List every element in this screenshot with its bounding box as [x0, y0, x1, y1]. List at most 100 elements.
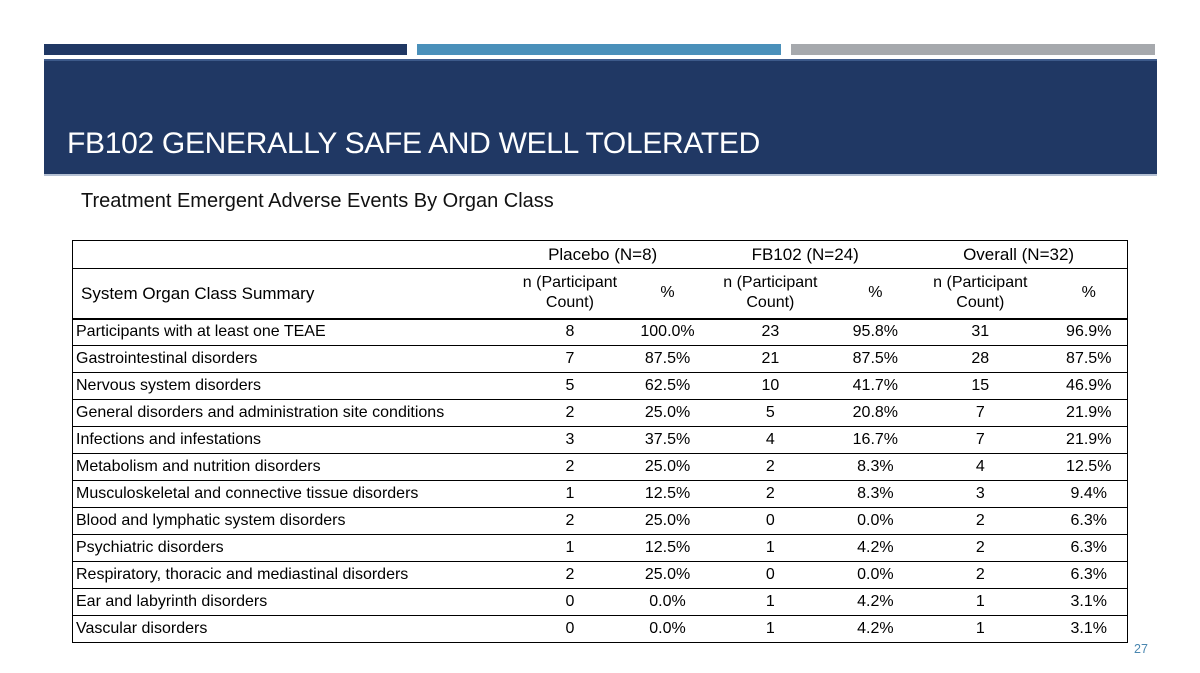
sub-header-overall-pct: %: [1050, 268, 1128, 320]
row-label: Psychiatric disorders: [72, 534, 506, 562]
table-cell: 5: [505, 372, 635, 400]
table-cell: 7: [910, 399, 1051, 427]
table-row: Ear and labyrinth disorders 0 0.0% 1 4.2% 1 3.…: [72, 588, 1128, 616]
table-cell: 25.0%: [634, 507, 701, 535]
table-cell: 25.0%: [634, 399, 701, 427]
table-row: Vascular disorders 0 0.0% 1 4.2% 1 3.1%: [72, 615, 1128, 643]
group-header-row: Placebo (N=8) FB102 (N=24) Overall (N=32…: [72, 240, 1128, 269]
table-cell: 28: [910, 345, 1051, 373]
table-cell: 10: [700, 372, 841, 400]
table-cell: 21.9%: [1050, 426, 1128, 454]
row-label: General disorders and administration sit…: [72, 399, 506, 427]
accent-bar-blue: [417, 44, 781, 55]
table-row: Gastrointestinal disorders 7 87.5% 21 87.5% 2…: [72, 345, 1128, 373]
table-cell: 2: [700, 453, 841, 481]
table-cell: 0: [505, 615, 635, 643]
table-cell: 31: [910, 318, 1051, 346]
page-number: 27: [1134, 642, 1148, 656]
group-header-placebo: Placebo (N=8): [505, 240, 701, 269]
table-cell: 1: [910, 615, 1051, 643]
table-cell: 20.8%: [840, 399, 911, 427]
sub-header-placebo-pct: %: [634, 268, 701, 320]
table-cell: 6.3%: [1050, 561, 1128, 589]
row-label: Respiratory, thoracic and mediastinal di…: [72, 561, 506, 589]
table-cell: 41.7%: [840, 372, 911, 400]
row-label: Musculoskeletal and connective tissue di…: [72, 480, 506, 508]
table-cell: 3: [505, 426, 635, 454]
sub-header-fb102-pct: %: [840, 268, 911, 320]
table-row: Psychiatric disorders 1 12.5% 1 4.2% 2 6.3%: [72, 534, 1128, 562]
row-label: Nervous system disorders: [72, 372, 506, 400]
table-cell: 3.1%: [1050, 588, 1128, 616]
table-row: Nervous system disorders 5 62.5% 10 41.7% 15 4…: [72, 372, 1128, 400]
table-cell: 1: [700, 588, 841, 616]
table-cell: 3: [910, 480, 1051, 508]
table-cell: 0.0%: [840, 507, 911, 535]
table-cell: 87.5%: [840, 345, 911, 373]
row-header-label: System Organ Class Summary: [72, 268, 506, 320]
table-cell: 46.9%: [1050, 372, 1128, 400]
teae-table: Placebo (N=8) FB102 (N=24) Overall (N=32…: [72, 240, 1128, 643]
table-cell: 96.9%: [1050, 318, 1128, 346]
table-cell: 2: [910, 561, 1051, 589]
table-cell: 4.2%: [840, 588, 911, 616]
row-label: Metabolism and nutrition disorders: [72, 453, 506, 481]
table-cell: 25.0%: [634, 561, 701, 589]
table-cell: 15: [910, 372, 1051, 400]
table-cell: 16.7%: [840, 426, 911, 454]
table-cell: 6.3%: [1050, 534, 1128, 562]
table-cell: 2: [910, 507, 1051, 535]
table-cell: 1: [700, 534, 841, 562]
accent-bar-navy: [44, 44, 407, 55]
table-cell: 100.0%: [634, 318, 701, 346]
table-cell: 25.0%: [634, 453, 701, 481]
accent-bars: [44, 44, 1155, 55]
table-cell: 7: [505, 345, 635, 373]
corner-cell: [72, 240, 506, 269]
table-cell: 1: [700, 615, 841, 643]
table-cell: 4.2%: [840, 534, 911, 562]
row-label: Ear and labyrinth disorders: [72, 588, 506, 616]
table-cell: 37.5%: [634, 426, 701, 454]
table-cell: 2: [910, 534, 1051, 562]
table-cell: 1: [505, 480, 635, 508]
accent-bar-gray: [791, 44, 1155, 55]
title-banner: FB102 GENERALLY SAFE AND WELL TOLERATED: [44, 59, 1157, 176]
table-cell: 2: [505, 507, 635, 535]
table-cell: 2: [505, 399, 635, 427]
table-cell: 12.5%: [634, 534, 701, 562]
table-cell: 12.5%: [634, 480, 701, 508]
group-header-overall: Overall (N=32): [910, 240, 1128, 269]
table-cell: 95.8%: [840, 318, 911, 346]
table-cell: 2: [505, 561, 635, 589]
table-cell: 87.5%: [1050, 345, 1128, 373]
table-row: Respiratory, thoracic and mediastinal di…: [72, 561, 1128, 589]
table-cell: 0: [505, 588, 635, 616]
row-label: Participants with at least one TEAE: [72, 318, 506, 346]
sub-header-row: System Organ Class Summary n (Participan…: [72, 268, 1128, 320]
table-cell: 9.4%: [1050, 480, 1128, 508]
table-cell: 12.5%: [1050, 453, 1128, 481]
table-cell: 0.0%: [634, 588, 701, 616]
table-row: Musculoskeletal and connective tissue di…: [72, 480, 1128, 508]
table-cell: 2: [505, 453, 635, 481]
table-row: Metabolism and nutrition disorders 2 25.0%…: [72, 453, 1128, 481]
row-label: Infections and infestations: [72, 426, 506, 454]
table-cell: 8.3%: [840, 480, 911, 508]
table-cell: 0.0%: [634, 615, 701, 643]
table-cell: 1: [910, 588, 1051, 616]
table-cell: 7: [910, 426, 1051, 454]
row-label: Vascular disorders: [72, 615, 506, 643]
table-row: Infections and infestations 3 37.5% 4 16.7% 7…: [72, 426, 1128, 454]
table-cell: 87.5%: [634, 345, 701, 373]
table-cell: 8.3%: [840, 453, 911, 481]
table-cell: 5: [700, 399, 841, 427]
table-cell: 23: [700, 318, 841, 346]
group-header-fb102: FB102 (N=24): [700, 240, 911, 269]
table-row: Participants with at least one TEAE 8 100.…: [72, 318, 1128, 346]
sub-header-overall-n: n (Participant Count): [910, 268, 1051, 320]
table-row: Blood and lymphatic system disorders 2 25.…: [72, 507, 1128, 535]
table-cell: 6.3%: [1050, 507, 1128, 535]
slide-title: FB102 GENERALLY SAFE AND WELL TOLERATED: [67, 127, 761, 160]
sub-header-fb102-n: n (Participant Count): [700, 268, 841, 320]
